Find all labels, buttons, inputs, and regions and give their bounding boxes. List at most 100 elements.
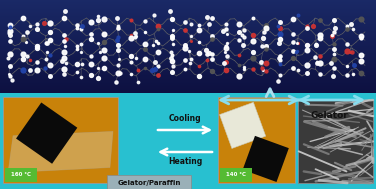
Bar bbox=[0, 77, 376, 78]
Bar bbox=[0, 22, 376, 23]
Bar bbox=[0, 146, 376, 147]
Bar bbox=[0, 44, 376, 45]
Text: Heating: Heating bbox=[168, 157, 202, 166]
Bar bbox=[0, 88, 376, 89]
Bar bbox=[0, 135, 376, 136]
FancyBboxPatch shape bbox=[5, 168, 37, 182]
Bar bbox=[0, 172, 376, 173]
Bar bbox=[0, 90, 376, 91]
Bar bbox=[0, 3, 376, 4]
Bar bbox=[0, 23, 376, 24]
Bar bbox=[0, 87, 376, 88]
Bar bbox=[0, 178, 376, 179]
Bar bbox=[0, 179, 376, 180]
Bar bbox=[0, 56, 376, 57]
Bar bbox=[0, 10, 376, 11]
Bar bbox=[0, 89, 376, 90]
Bar bbox=[0, 83, 376, 84]
Bar bbox=[0, 20, 376, 21]
Bar bbox=[0, 25, 376, 26]
Bar bbox=[0, 149, 376, 150]
Bar bbox=[3, 97, 118, 183]
Bar bbox=[0, 14, 376, 15]
Bar bbox=[0, 53, 376, 54]
Bar bbox=[0, 159, 376, 160]
Bar bbox=[0, 61, 376, 62]
Polygon shape bbox=[16, 102, 77, 164]
Bar bbox=[0, 64, 376, 65]
Bar bbox=[0, 33, 376, 34]
Bar bbox=[0, 99, 376, 100]
Bar bbox=[0, 168, 376, 169]
Bar bbox=[0, 15, 376, 16]
Bar bbox=[0, 153, 376, 154]
Bar bbox=[0, 55, 376, 56]
Bar bbox=[0, 112, 376, 113]
Bar bbox=[0, 7, 376, 8]
Bar bbox=[0, 185, 376, 186]
Bar bbox=[0, 170, 376, 171]
Bar bbox=[0, 101, 376, 102]
Bar bbox=[0, 26, 376, 27]
Bar bbox=[0, 17, 376, 18]
Bar bbox=[0, 34, 376, 35]
Bar bbox=[0, 142, 376, 143]
Bar bbox=[0, 116, 376, 117]
Bar bbox=[0, 21, 376, 22]
Bar bbox=[0, 16, 376, 17]
Bar bbox=[0, 166, 376, 167]
Bar bbox=[0, 79, 376, 80]
Bar bbox=[0, 155, 376, 156]
Bar bbox=[0, 108, 376, 109]
Bar bbox=[0, 138, 376, 139]
Bar bbox=[0, 12, 376, 13]
Text: 140 °C: 140 °C bbox=[226, 173, 246, 177]
Bar bbox=[0, 182, 376, 183]
Bar bbox=[0, 75, 376, 76]
Bar bbox=[0, 151, 376, 152]
Bar bbox=[0, 165, 376, 166]
Bar bbox=[0, 124, 376, 125]
Bar bbox=[0, 4, 376, 5]
Bar bbox=[0, 177, 376, 178]
Bar bbox=[0, 97, 376, 98]
Bar bbox=[0, 105, 376, 106]
Bar bbox=[0, 84, 376, 85]
Bar bbox=[0, 86, 376, 87]
Bar bbox=[0, 141, 376, 142]
Bar bbox=[0, 184, 376, 185]
Bar bbox=[0, 0, 376, 1]
Bar bbox=[0, 140, 376, 141]
Bar bbox=[0, 163, 376, 164]
Bar bbox=[0, 137, 376, 138]
Bar bbox=[0, 115, 376, 116]
Bar bbox=[0, 57, 376, 58]
Bar bbox=[0, 66, 376, 67]
Bar bbox=[0, 48, 376, 49]
Bar bbox=[0, 147, 376, 148]
Bar bbox=[0, 150, 376, 151]
Bar bbox=[0, 5, 376, 6]
Bar bbox=[0, 164, 376, 165]
Bar bbox=[0, 113, 376, 114]
Bar bbox=[0, 60, 376, 61]
Text: Gelator: Gelator bbox=[310, 112, 348, 121]
Bar bbox=[0, 188, 376, 189]
Bar bbox=[0, 67, 376, 68]
Bar bbox=[0, 31, 376, 32]
Bar bbox=[0, 154, 376, 155]
Bar bbox=[0, 114, 376, 115]
Bar bbox=[0, 162, 376, 163]
Bar bbox=[0, 54, 376, 55]
Bar bbox=[0, 1, 376, 2]
Bar bbox=[0, 125, 376, 126]
Bar bbox=[0, 134, 376, 135]
Bar bbox=[0, 71, 376, 72]
Bar bbox=[0, 175, 376, 176]
Bar bbox=[0, 176, 376, 177]
Bar bbox=[0, 167, 376, 168]
Bar bbox=[0, 118, 376, 119]
Bar bbox=[0, 38, 376, 39]
Bar bbox=[0, 158, 376, 159]
Bar bbox=[0, 32, 376, 33]
